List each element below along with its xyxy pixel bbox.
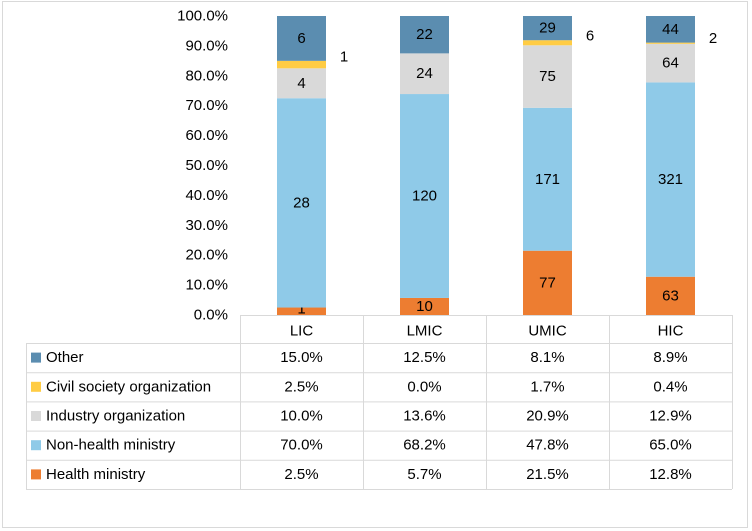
table-cell: 0.0% [407,378,441,395]
bar-segment-health-ministry-umic [523,250,572,315]
bar-segment-health-ministry-lmic [400,297,449,315]
bar-segment-industry-organization-hic [646,43,695,83]
table-cell: 15.0% [280,349,323,366]
legend-entry: Civil society organization [46,378,211,395]
legend-entry: Health ministry [46,466,146,483]
data-label: 120 [412,187,437,204]
table-cell: 65.0% [649,437,692,454]
table-cell: 10.0% [280,408,323,425]
table-cell: 20.9% [526,408,569,425]
data-label: 6 [586,28,594,45]
legend-swatch [31,411,41,421]
bar-segment-civil-society-organization-umic [523,40,572,46]
bar-segment-civil-society-organization-lic [277,60,326,69]
x-tick-label: UMIC [528,323,566,340]
data-label: 29 [539,20,556,37]
bar-segment-non-health-ministry-lmic [400,94,449,298]
table-cell: 12.8% [649,466,692,483]
y-tick-label: 70.0% [185,97,228,114]
data-label: 4 [297,75,305,92]
x-tick-label: LIC [290,323,314,340]
bar-segment-other-lic [277,16,326,61]
legend-entry: Industry organization [46,408,185,425]
data-label: 75 [539,68,556,85]
y-tick-label: 0.0% [194,307,228,324]
table-cell: 47.8% [526,437,569,454]
table-cell: 13.6% [403,408,446,425]
legend-entry: Non-health ministry [46,437,176,454]
bar-segment-health-ministry-lic [277,307,326,315]
y-tick-label: 100.0% [177,8,228,25]
legend-swatch [31,469,41,480]
bar-segment-civil-society-organization-hic [646,42,695,44]
data-label: 24 [416,65,433,82]
y-tick-label: 60.0% [185,127,228,144]
table-cell: 21.5% [526,466,569,483]
bar-segment-industry-organization-lmic [400,53,449,95]
data-label: 64 [662,55,679,72]
data-label: 10 [416,298,433,315]
data-label: 28 [293,194,310,211]
y-tick-label: 40.0% [185,187,228,204]
legend-swatch [31,352,41,363]
bar-segment-industry-organization-umic [523,45,572,108]
y-tick-label: 20.0% [185,247,228,264]
data-label: 2 [709,30,717,47]
data-label: 321 [658,171,683,188]
table-cell: 0.4% [653,378,687,395]
table-cell: 5.7% [407,466,441,483]
bar-segment-industry-organization-lic [277,68,326,99]
table-cell: 12.9% [649,408,692,425]
x-tick-label: HIC [658,323,684,340]
legend-swatch [31,381,41,392]
y-tick-label: 80.0% [185,67,228,84]
bar-segment-non-health-ministry-lic [277,98,326,308]
table-cell: 12.5% [403,349,446,366]
table-cell: 8.1% [530,349,564,366]
bar-segment-non-health-ministry-umic [523,107,572,251]
table-cell: 2.5% [284,466,318,483]
bar-segment-health-ministry-hic [646,276,695,315]
table-cell: 68.2% [403,437,446,454]
data-label: 77 [539,274,556,291]
data-label: 63 [662,287,679,304]
y-tick-label: 10.0% [185,277,228,294]
bar-segment-other-umic [523,16,572,41]
legend-swatch [31,440,41,451]
bar-segment-other-lmic [400,16,449,54]
y-tick-label: 30.0% [185,217,228,234]
bar-segment-other-hic [646,16,695,43]
table-cell: 8.9% [653,349,687,366]
data-label: 44 [662,21,679,38]
legend-entry: Other [46,349,84,366]
y-tick-label: 90.0% [185,37,228,54]
data-label: 171 [535,171,560,188]
y-tick-label: 50.0% [185,157,228,174]
data-label: 6 [297,30,305,47]
bar-segment-non-health-ministry-hic [646,82,695,277]
data-label: 22 [416,26,433,43]
table-cell: 1.7% [530,378,564,395]
table-cell: 2.5% [284,378,318,395]
table-cell: 70.0% [280,437,323,454]
data-label: 1 [340,48,348,65]
data-label: 1 [297,301,305,318]
x-tick-label: LMIC [407,323,443,340]
